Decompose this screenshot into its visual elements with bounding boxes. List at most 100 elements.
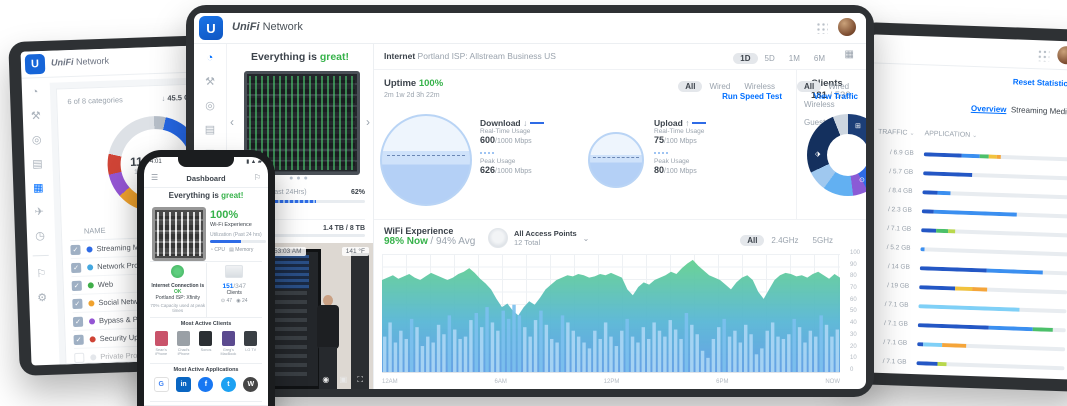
user-avatar[interactable]: [1057, 45, 1067, 65]
wordpress-icon[interactable]: W: [243, 377, 259, 392]
application-usage-bar: [918, 303, 1067, 313]
row-checkbox[interactable]: ✓: [70, 244, 81, 255]
phone-rack-image[interactable]: [152, 207, 206, 261]
globe-icon: [171, 265, 185, 278]
row-checkbox[interactable]: ✓: [73, 334, 84, 345]
row-checkbox[interactable]: ✓: [72, 298, 83, 309]
active-client-item[interactable]: Sonos: [195, 331, 217, 356]
filter-wireless[interactable]: Wireless: [804, 100, 835, 109]
menu-icon[interactable]: ☰: [151, 173, 159, 182]
bell-icon[interactable]: ⚐: [253, 173, 261, 182]
col-application[interactable]: APPLICATION ⌄: [924, 130, 978, 140]
sidebar-item-alerts[interactable]: ⚐: [36, 267, 47, 281]
client-device-thumbnail: [154, 331, 168, 346]
app-launcher-icon[interactable]: [1037, 49, 1050, 62]
active-client-item[interactable]: LG TV: [240, 331, 262, 356]
active-client-item[interactable]: Sean's iPhone: [150, 331, 172, 356]
run-speed-test-link[interactable]: Run Speed Test: [722, 92, 782, 101]
sidebar-item-dashboard[interactable]: ◔: [31, 86, 39, 99]
sidebar-item-dashboard[interactable]: ◔: [206, 52, 214, 64]
filter-all[interactable]: All: [740, 235, 765, 246]
google-icon[interactable]: G: [153, 377, 169, 392]
carousel-dots[interactable]: ●●●: [289, 175, 311, 182]
sidebar-item-radio[interactable]: ◎: [205, 100, 215, 112]
linkedin-icon[interactable]: in: [176, 377, 192, 392]
y-tick: 100: [849, 250, 860, 256]
sidebar-item-ports[interactable]: ⚒: [30, 110, 41, 123]
row-checkbox[interactable]: [74, 352, 85, 363]
category-color-dot: [89, 335, 96, 342]
uptime-card: Uptime 100% 2m 1w 2d 3h 22m All Wired Wire…: [372, 69, 796, 220]
client-device-label: LG TV: [245, 348, 257, 352]
time-range-selector: 1D 5D 1M 6M: [733, 48, 832, 66]
wired-count: 47: [226, 298, 233, 304]
clients-total: / 530: [829, 90, 851, 101]
phone-utilization-bar: [210, 240, 266, 243]
sidebar-item-devices[interactable]: ▤: [204, 124, 216, 136]
active-clients-label: Most Active Clients: [180, 321, 232, 327]
uptime-value: 100%: [418, 78, 444, 89]
peak-label: Peak Usage: [480, 158, 516, 165]
application-table: / 6.9 GB/ 5.7 GB/ 8.4 GB/ 2.3 GB/ 7.1 GB…: [860, 142, 1067, 380]
calendar-icon[interactable]: ▦: [844, 49, 854, 60]
storage-value: 1.4 TB / 8 TB: [322, 225, 365, 232]
app-launcher-icon[interactable]: [816, 22, 828, 34]
filter-wired[interactable]: Wired: [828, 82, 850, 91]
tab-overview[interactable]: Overview: [970, 103, 1007, 115]
reset-statistics-link[interactable]: Reset Statistics: [1012, 77, 1067, 89]
phone-clients-card[interactable]: 151/347 Clients ⊙ 47 ◉ 24: [207, 263, 263, 317]
wifi-experience-chart[interactable]: [382, 254, 840, 373]
filter-1d[interactable]: 1D: [733, 53, 758, 64]
application-usage-bar: [917, 322, 1066, 332]
filter-wireless[interactable]: Wireless: [744, 82, 775, 91]
sidebar-item-schedule[interactable]: ◷: [35, 229, 46, 243]
category-color-dot: [86, 245, 93, 253]
wifi-title: WiFi Experience: [384, 226, 454, 236]
facebook-icon[interactable]: f: [198, 377, 214, 392]
filter-wired[interactable]: Wired: [709, 82, 731, 91]
carousel-next-icon[interactable]: ›: [366, 115, 370, 129]
row-checkbox[interactable]: ✓: [70, 262, 82, 273]
phone-device: 4:01 ▮ ▲ ▰ ☰ Dashboard ⚐ Everything is g…: [137, 150, 275, 406]
user-avatar[interactable]: [838, 18, 856, 36]
sidebar-item-settings[interactable]: ⚙: [37, 291, 48, 305]
filter-all[interactable]: All: [797, 81, 822, 92]
view-traffic-link[interactable]: View Traffic: [813, 92, 858, 101]
clients-count: 181: [811, 90, 827, 101]
filter-2.4ghz[interactable]: 2.4GHz: [771, 236, 799, 245]
main-header: U UniFi Network: [194, 13, 866, 44]
application-usage-bar: [921, 208, 1067, 218]
camera-controls[interactable]: ◉ ▣ ⛶: [322, 375, 367, 384]
camera-temperature: 141 °F: [341, 247, 369, 256]
unifi-logo[interactable]: U: [24, 53, 46, 75]
row-checkbox[interactable]: ✓: [71, 280, 82, 291]
sidebar-item-statistics[interactable]: ▦: [32, 182, 44, 195]
filter-5ghz[interactable]: 5GHz: [812, 236, 833, 245]
sidebar-item-devices[interactable]: ▤: [32, 158, 43, 171]
filter-1m[interactable]: 1M: [788, 54, 800, 63]
apple-icon: ⬗: [815, 151, 821, 158]
filter-all[interactable]: All: [678, 81, 703, 92]
download-peak-total: /1000 Mbps: [495, 168, 532, 175]
filter-6m[interactable]: 6M: [813, 54, 825, 63]
sidebar-item-radio[interactable]: ◎: [31, 134, 42, 147]
carousel-prev-icon[interactable]: ‹: [230, 115, 234, 129]
col-traffic[interactable]: TRAFFIC ⌄: [877, 128, 915, 137]
filter-guest[interactable]: Guest: [804, 118, 826, 127]
filter-5d[interactable]: 5D: [764, 54, 775, 63]
twitter-icon[interactable]: t: [220, 377, 236, 392]
active-client-item[interactable]: Chad's iPhone: [173, 331, 195, 356]
sidebar-item-ports[interactable]: ⚒: [205, 76, 215, 88]
row-checkbox[interactable]: ✓: [72, 316, 84, 327]
upload-title: Upload: [654, 118, 683, 128]
sidebar-item-map[interactable]: ✈: [34, 206, 45, 219]
active-client-item[interactable]: Greg's MacBook: [217, 331, 239, 356]
categories-summary: 6 of 8 categories: [67, 95, 123, 107]
wifi-avg: / 94% Avg: [430, 236, 476, 247]
clients-donut-chart[interactable]: ⊞ ⬗ ⊙: [807, 114, 866, 196]
unifi-logo[interactable]: U: [199, 16, 223, 40]
ap-selector[interactable]: All Access Points 12 Total ⌄: [488, 228, 589, 248]
internet-connection-card[interactable]: Internet Connection is OK Portland ISP: …: [150, 263, 207, 317]
tab-streaming-media[interactable]: Streaming Media: [1010, 105, 1067, 117]
wireless-count: 24: [242, 298, 248, 304]
